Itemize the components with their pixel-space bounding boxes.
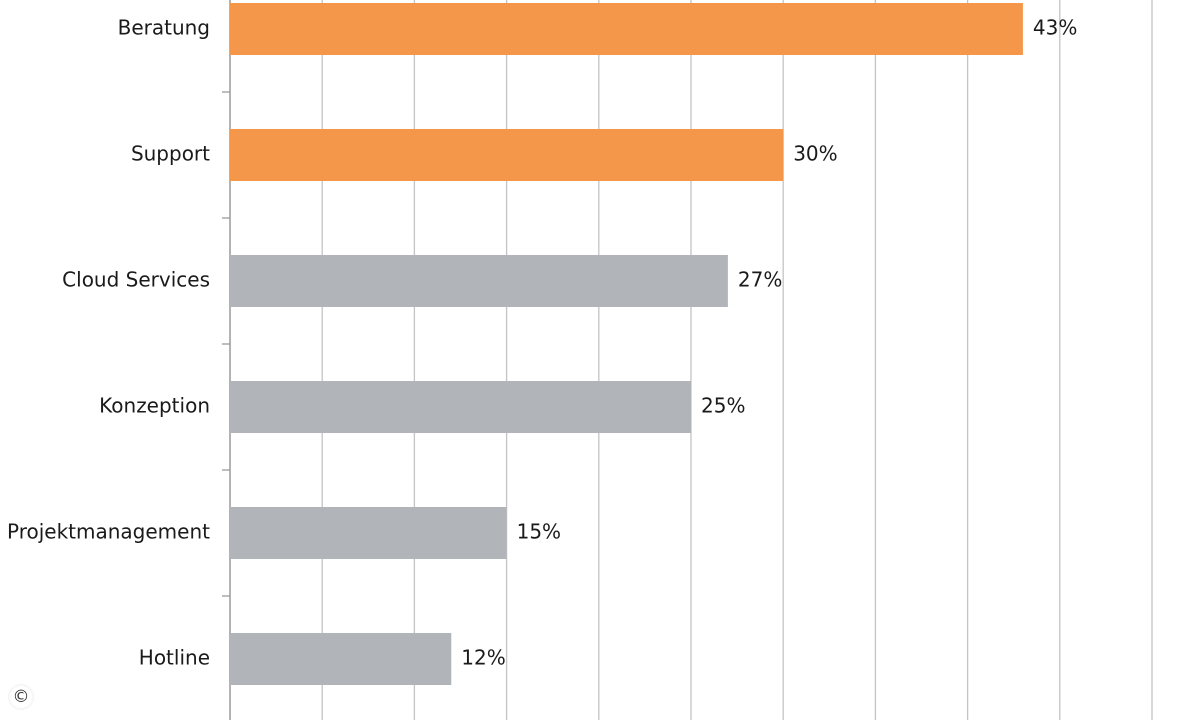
category-label: Beratung [118, 16, 210, 40]
value-label: 12% [461, 646, 505, 670]
value-label: 27% [738, 268, 782, 292]
category-label: Hotline [139, 646, 210, 670]
category-label: Cloud Services [62, 268, 210, 292]
category-label: Konzeption [99, 394, 210, 418]
bar-3 [230, 381, 691, 433]
category-label: Support [131, 142, 210, 166]
value-label: 15% [517, 520, 561, 544]
gridlines [321, 0, 1153, 720]
bar-0 [230, 3, 1023, 55]
value-label: 25% [701, 394, 745, 418]
bar-2 [230, 255, 728, 307]
value-label: 30% [793, 142, 837, 166]
copyright-icon: © [8, 684, 34, 710]
category-label: Projektmanagement [7, 520, 210, 544]
bar-4 [230, 507, 507, 559]
y-axis-ticks [222, 91, 230, 597]
bar-5 [230, 633, 452, 685]
value-label: 43% [1033, 16, 1077, 40]
bar-1 [230, 129, 784, 181]
